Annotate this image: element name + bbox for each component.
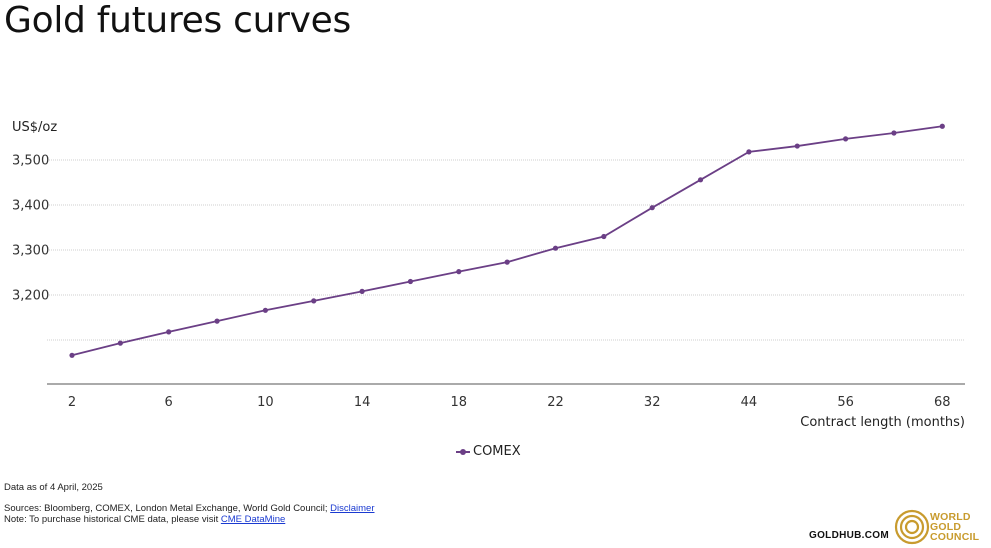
data-point	[552, 245, 559, 251]
sources-text: Sources: Bloomberg, COMEX, London Metal …	[4, 503, 331, 514]
sources-note: Sources: Bloomberg, COMEX, London Metal …	[4, 503, 375, 514]
disclaimer-link[interactable]: Disclaimer	[330, 503, 375, 514]
gridlines	[47, 159, 965, 341]
data-point	[214, 318, 220, 324]
data-point	[359, 288, 365, 294]
x-tick-label: 2	[68, 395, 76, 410]
data-point	[504, 259, 510, 265]
futures-curve-chart: US$/oz 3,200 3,300 3,400 3,500 2 6 10 14 18 22 32…	[12, 120, 965, 430]
x-tick-label: 14	[354, 395, 371, 410]
x-axis-ticks: 2 6 10 14 18 22 32 44 56 68	[68, 395, 951, 410]
data-point	[601, 233, 607, 240]
logo-line-world: WORLD	[930, 511, 971, 523]
logo-line-gold: GOLD	[930, 521, 962, 533]
series-line-comex	[71, 125, 943, 357]
x-axis-label: Contract length (months)	[800, 415, 965, 430]
data-point	[697, 177, 704, 183]
y-tick-label: 3,300	[12, 244, 49, 259]
legend-swatch-comex	[455, 447, 471, 457]
data-point	[649, 205, 655, 211]
purchase-note-text: Note: To purchase historical CME data, p…	[4, 514, 221, 525]
x-tick-label: 68	[934, 395, 951, 410]
y-axis-ticks: 3,200 3,300 3,400 3,500	[12, 154, 49, 304]
data-point	[69, 352, 75, 358]
x-tick-label: 56	[837, 395, 854, 410]
purchase-note: Note: To purchase historical CME data, p…	[4, 514, 285, 525]
x-tick-label: 32	[644, 395, 661, 410]
data-point	[456, 269, 462, 275]
chart-title: Gold futures curves	[4, 0, 351, 41]
cme-datamine-link[interactable]: CME DataMine	[220, 514, 286, 525]
x-tick-label: 10	[257, 395, 274, 410]
goldhub-site-label[interactable]: GOLDHUB.COM	[809, 530, 889, 541]
data-point	[262, 307, 268, 313]
data-point	[939, 123, 945, 129]
data-point	[166, 329, 172, 335]
y-axis-label: US$/oz	[12, 120, 57, 135]
data-point	[311, 298, 317, 304]
data-point	[117, 340, 123, 346]
x-tick-label: 6	[165, 395, 173, 410]
y-tick-label: 3,500	[12, 154, 49, 169]
y-tick-label: 3,200	[12, 289, 49, 304]
world-gold-council-logo-icon	[894, 509, 930, 545]
data-point	[843, 136, 849, 142]
legend: COMEX	[455, 444, 521, 459]
data-point	[794, 143, 800, 149]
legend-label-comex: COMEX	[473, 444, 521, 459]
data-point	[891, 130, 897, 136]
data-date-note: Data as of 4 April, 2025	[4, 482, 103, 493]
x-tick-label: 18	[451, 395, 468, 410]
x-tick-label: 44	[741, 395, 758, 410]
world-gold-council-logo-text: WORLD GOLD COUNCIL	[930, 511, 980, 543]
logo-line-council: COUNCIL	[930, 531, 980, 543]
x-tick-label: 22	[547, 395, 564, 410]
data-point	[746, 149, 752, 155]
y-tick-label: 3,400	[12, 199, 49, 214]
data-point	[407, 278, 414, 285]
series-comex	[69, 123, 945, 358]
